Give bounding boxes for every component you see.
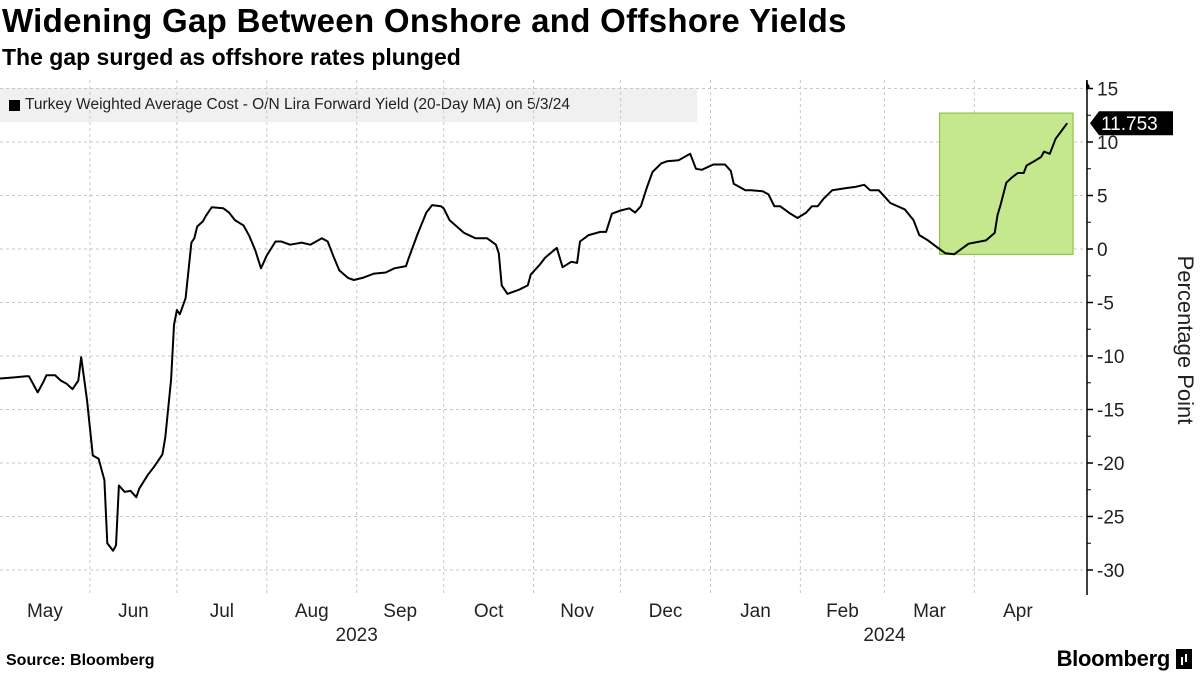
x-tick-label: Oct [474, 601, 504, 622]
y-axis-label: Percentage Point [1173, 255, 1198, 425]
y-tick-label: 15 [1097, 80, 1118, 101]
chart-title: Widening Gap Between Onshore and Offshor… [2, 2, 847, 39]
chart-subtitle: The gap surged as offshore rates plunged [2, 44, 461, 70]
x-year-label: 2024 [863, 625, 906, 646]
x-tick-label: Aug [295, 601, 329, 622]
x-tick-label: Jun [118, 601, 149, 622]
x-tick-label: Apr [1003, 601, 1033, 622]
y-tick-label: -20 [1097, 454, 1124, 475]
legend-swatch [9, 99, 20, 111]
x-tick-label: Dec [649, 601, 683, 622]
y-tick-label: -10 [1097, 347, 1124, 368]
x-tick-label: Sep [383, 601, 417, 622]
x-tick-label: Jan [740, 601, 771, 622]
y-tick-label: 0 [1097, 240, 1108, 261]
x-tick-label: Nov [560, 601, 594, 622]
last-value-badge [1090, 111, 1173, 136]
y-axis-arrow [1086, 80, 1090, 90]
y-tick-label: 10 [1097, 133, 1118, 154]
logo-text: Bloomberg [1056, 646, 1171, 671]
x-tick-label: Feb [826, 601, 859, 622]
highlight-box [938, 112, 1074, 255]
y-tick-label: 5 [1097, 187, 1108, 208]
bloomberg-logo: Bloomberg [1057, 646, 1192, 672]
x-tick-label: Mar [913, 601, 946, 622]
last-value-label: 11.753 [1101, 114, 1158, 135]
y-tick-label: -25 [1097, 508, 1124, 529]
legend: Turkey Weighted Average Cost - O/N Lira … [0, 88, 697, 122]
y-tick-label: -5 [1097, 294, 1114, 315]
series-line [0, 122, 1069, 552]
bloomberg-logo-icon [1176, 649, 1192, 669]
x-tick-label: Jul [210, 601, 234, 622]
x-year-label: 2023 [336, 625, 378, 646]
y-tick-label: -15 [1097, 401, 1124, 422]
y-tick-label: -30 [1097, 561, 1124, 582]
legend-label: Turkey Weighted Average Cost - O/N Lira … [25, 96, 571, 113]
x-tick-label: May [27, 601, 63, 622]
source-note: Source: Bloomberg [6, 652, 155, 669]
